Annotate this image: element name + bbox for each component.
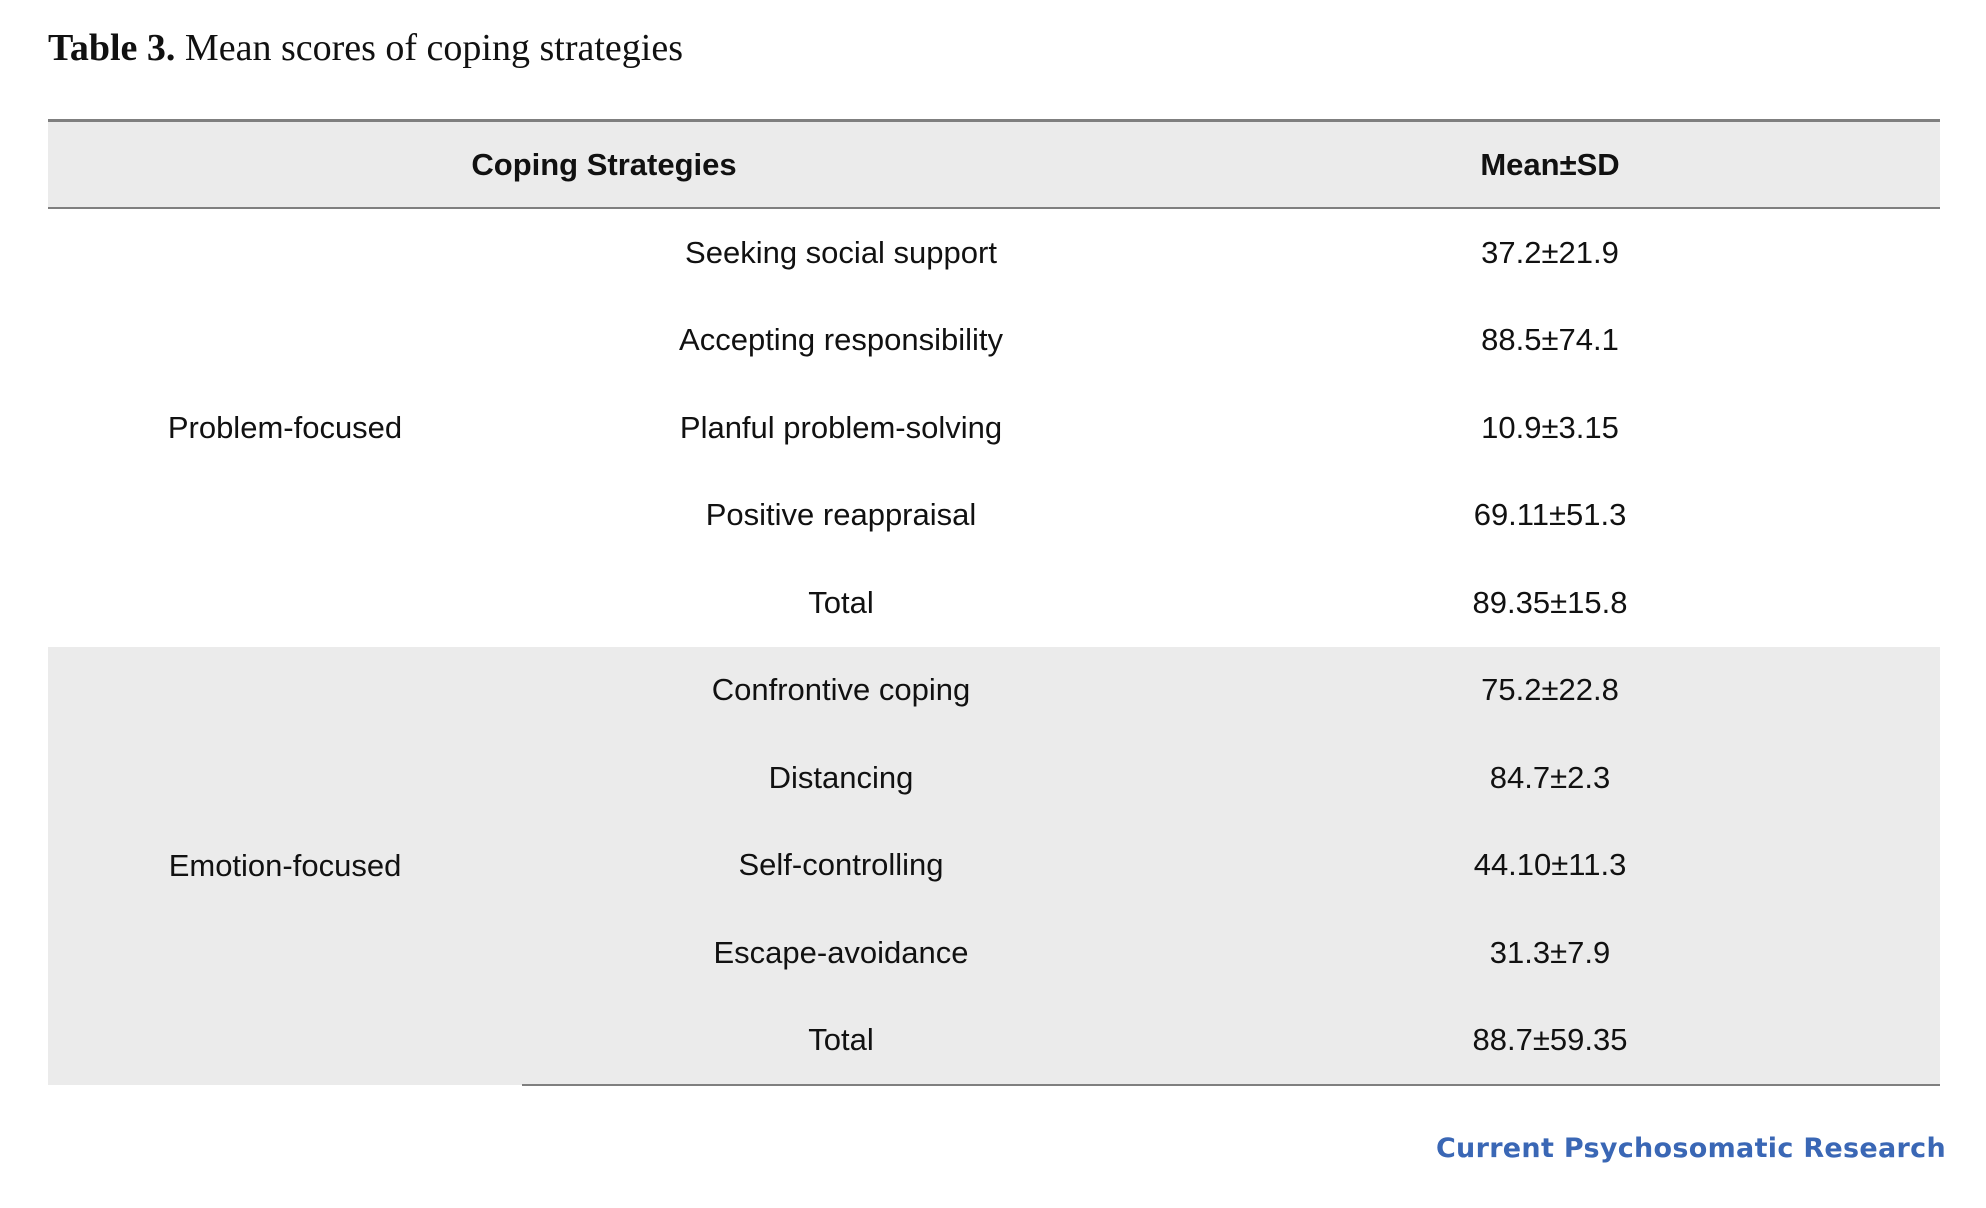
strategy-cell: Escape-avoidance xyxy=(522,909,1161,997)
header-row: Coping Strategies Mean±SD xyxy=(48,119,1941,209)
mean-sd-cell: 44.10±11.3 xyxy=(1160,821,1941,909)
table-row-total: Total 88.7±59.35 xyxy=(48,996,1941,1086)
mean-sd-cell: 10.9±3.15 xyxy=(1160,384,1941,472)
table-row: Accepting responsibility 88.5±74.1 xyxy=(48,296,1941,384)
mean-sd-cell: 37.2±21.9 xyxy=(1160,208,1941,297)
header-coping-strategies: Coping Strategies xyxy=(48,119,1161,209)
mean-sd-cell-total: 89.35±15.8 xyxy=(1160,559,1941,647)
mean-sd-cell: 31.3±7.9 xyxy=(1160,909,1941,997)
table-row: Emotion-focused Confrontive coping 75.2±… xyxy=(48,646,1941,1085)
strategy-cell: Seeking social support xyxy=(522,208,1161,297)
strategy-cell-total: Total xyxy=(522,559,1161,647)
strategy-cell-total: Total xyxy=(522,996,1161,1086)
table-row: Positive reappraisal 69.11±51.3 xyxy=(48,471,1941,559)
table-row: Planful problem-solving 10.9±3.15 xyxy=(48,384,1941,472)
group-label-emotion-focused: Emotion-focused xyxy=(48,646,522,1085)
table-header: Coping Strategies Mean±SD xyxy=(48,119,1941,209)
table-row: Self-controlling 44.10±11.3 xyxy=(48,821,1941,909)
strategy-cell: Distancing xyxy=(522,734,1161,822)
mean-sd-cell: 88.5±74.1 xyxy=(1160,296,1941,384)
header-mean-sd: Mean±SD xyxy=(1160,119,1941,209)
strategy-cell: Confrontive coping xyxy=(522,646,1161,734)
journal-brand-logo: Current Psychosomatic Research xyxy=(1435,1133,1946,1164)
problem-focused-group: Problem-focused Seeking social support 3… xyxy=(48,208,1941,647)
mean-sd-cell-total: 88.7±59.35 xyxy=(1160,996,1941,1086)
table-caption-text: Mean scores of coping strategies xyxy=(184,27,683,69)
table-row: Distancing 84.7±2.3 xyxy=(48,734,1941,822)
group-label-problem-focused: Problem-focused xyxy=(48,208,522,647)
strategy-cell: Positive reappraisal xyxy=(522,471,1161,559)
coping-strategies-table: Coping Strategies Mean±SD Problem-focuse… xyxy=(48,119,1941,1086)
table-row: Escape-avoidance 31.3±7.9 xyxy=(48,909,1941,997)
emotion-focused-group: Emotion-focused Confrontive coping 75.2±… xyxy=(48,646,1941,1086)
table-row-total: Total 89.35±15.8 xyxy=(48,559,1941,647)
table-caption: Table 3. Mean scores of coping strategie… xyxy=(48,22,683,74)
strategy-cell: Accepting responsibility xyxy=(522,296,1161,384)
table-row: Problem-focused Seeking social support 3… xyxy=(48,208,1941,647)
mean-sd-cell: 75.2±22.8 xyxy=(1160,646,1941,734)
mean-sd-cell: 84.7±2.3 xyxy=(1160,734,1941,822)
strategy-cell: Self-controlling xyxy=(522,821,1161,909)
mean-sd-cell: 69.11±51.3 xyxy=(1160,471,1941,559)
table-caption-label: Table 3. xyxy=(48,27,176,69)
strategy-cell: Planful problem-solving xyxy=(522,384,1161,472)
coping-strategies-table-container: Coping Strategies Mean±SD Problem-focuse… xyxy=(48,119,1941,1086)
